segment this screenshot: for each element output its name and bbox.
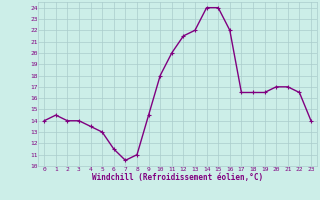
X-axis label: Windchill (Refroidissement éolien,°C): Windchill (Refroidissement éolien,°C) — [92, 173, 263, 182]
